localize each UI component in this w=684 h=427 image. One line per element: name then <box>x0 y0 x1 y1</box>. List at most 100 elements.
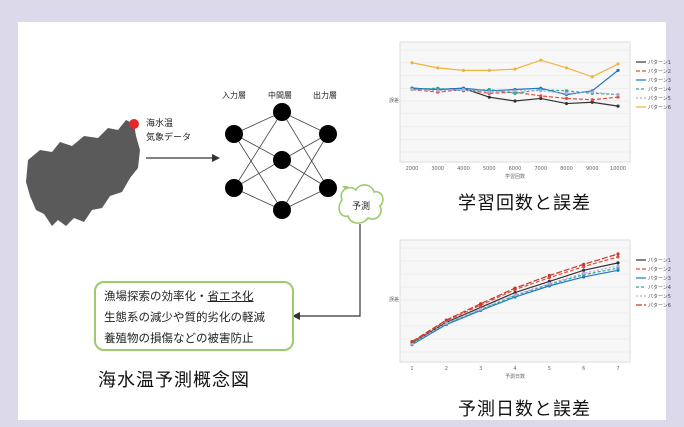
chart-point <box>616 268 620 272</box>
chart-point <box>513 89 517 93</box>
chart-x-tick-label: 4000 <box>457 166 470 172</box>
chart-point <box>513 91 517 95</box>
chart-point <box>410 342 414 346</box>
chart-x-tick-label: 2000 <box>406 166 419 172</box>
chart-point <box>444 321 448 325</box>
chart-x-axis-label: 予測日数 <box>505 373 525 380</box>
chart-x-axis-label: 学習回数 <box>505 173 525 180</box>
chart-y-axis-label: 誤差 <box>389 296 399 303</box>
chart-point <box>616 252 620 256</box>
legend-entry: パターン1 <box>648 59 671 66</box>
legend-entry: パターン6 <box>648 302 671 309</box>
chart-point <box>616 266 620 270</box>
chart-point <box>582 262 586 266</box>
input-arrow-head <box>212 154 220 162</box>
chart-point <box>461 87 466 92</box>
chart-point <box>590 100 594 104</box>
chart-point <box>539 96 543 101</box>
chart-point <box>564 96 569 101</box>
chart-point <box>564 89 569 93</box>
legend-entry: パターン3 <box>648 275 671 282</box>
chart-point <box>539 94 543 98</box>
chart-point <box>616 62 620 66</box>
chart-x-tick-label: 7 <box>616 366 619 372</box>
legend-entry: パターン2 <box>648 68 671 75</box>
chart-x-tick-label: 2 <box>445 366 448 372</box>
layer-input-label: 入力層 <box>222 90 246 100</box>
chart-point <box>410 87 414 92</box>
chart-point <box>547 282 551 286</box>
chart-plot-area <box>399 239 631 363</box>
chart-point <box>539 89 543 93</box>
chart-point <box>547 273 551 278</box>
predict-cloud <box>338 184 384 224</box>
legend-entry: パターン4 <box>648 86 671 93</box>
legend-entry: パターン1 <box>648 257 671 264</box>
chart-point <box>590 75 594 79</box>
chart-point <box>487 68 491 72</box>
benefit-1-underlined: 省エネ化 <box>207 289 254 303</box>
chart-point <box>539 58 543 62</box>
layer-hidden-label: 中間層 <box>268 90 292 100</box>
chart-point <box>616 264 620 268</box>
hidden-node-2 <box>273 151 291 169</box>
predict-arrow <box>300 224 361 317</box>
chart-point <box>616 93 620 97</box>
chart-x-tick-label: 4 <box>513 366 516 372</box>
chart-point <box>590 98 594 102</box>
chart-x-tick-label: 6 <box>582 366 585 372</box>
chart-days-error: 1 2 3 4 5 6 7 予測日数 誤差 パターン1 パターン2 パターン3 パターン4 パターン5 パタ… <box>389 239 671 380</box>
legend-entry: パターン2 <box>648 266 671 273</box>
legend-entry: パターン6 <box>648 104 671 111</box>
legend-entry: パターン4 <box>648 284 671 291</box>
hidden-node-1 <box>273 103 291 121</box>
chart-point <box>616 104 620 108</box>
chart-point <box>410 340 414 344</box>
chart-x-tick-label: 9000 <box>586 166 599 172</box>
chart-y-axis-label: 誤差 <box>389 97 399 104</box>
chart-x-tick-label: 5 <box>548 366 551 372</box>
chart-point <box>513 293 517 297</box>
chart-point <box>513 286 517 290</box>
input-label-1: 海水温 <box>146 117 173 129</box>
chart1-title: 学習回数と誤差 <box>458 193 591 214</box>
chart-point <box>616 95 620 99</box>
chart-point <box>590 90 594 94</box>
chart-series-line <box>411 88 619 96</box>
chart-point <box>564 101 569 106</box>
chart-point <box>436 89 440 93</box>
hidden-node-3 <box>273 201 291 219</box>
output-node-2 <box>319 179 337 197</box>
output-node-1 <box>319 125 337 143</box>
chart-point <box>582 268 586 272</box>
predict-arrow-head <box>292 312 300 320</box>
benefit-1: 漁場探索の効率化・省エネ化 <box>104 289 254 303</box>
chart-point <box>487 95 491 99</box>
input-node-1 <box>225 125 243 143</box>
prefecture-map <box>26 120 140 226</box>
chart-point <box>436 66 440 70</box>
chart-point <box>436 86 440 90</box>
concept-title: 海水温予測概念図 <box>98 370 250 391</box>
input-node-2 <box>225 179 243 197</box>
chart2-title: 予測日数と誤差 <box>458 399 591 420</box>
chart-x-tick-label: 5000 <box>483 166 496 172</box>
chart-point <box>410 61 414 65</box>
chart-learning-error: 2000 3000 4000 5000 6000 7000 8000 9000 10000 学習回… <box>389 41 671 180</box>
chart-point <box>582 275 586 279</box>
chart-x-tick-label: 3000 <box>431 166 444 172</box>
chart-x-tick-label: 6000 <box>509 166 522 172</box>
chart-x-tick-label: 8000 <box>560 166 573 172</box>
input-label-2: 気象データ <box>146 131 191 143</box>
chart-point <box>582 271 586 275</box>
chart-point <box>616 68 620 72</box>
benefit-2: 生態系の減少や質的劣化の軽減 <box>104 310 265 324</box>
chart-point <box>461 68 466 72</box>
chart-point <box>616 261 620 265</box>
predict-cloud-tail <box>342 186 348 190</box>
chart-point <box>547 276 551 280</box>
chart-x-tick-label: 1 <box>410 366 413 372</box>
chart-point <box>513 67 517 71</box>
chart-point <box>582 264 586 269</box>
